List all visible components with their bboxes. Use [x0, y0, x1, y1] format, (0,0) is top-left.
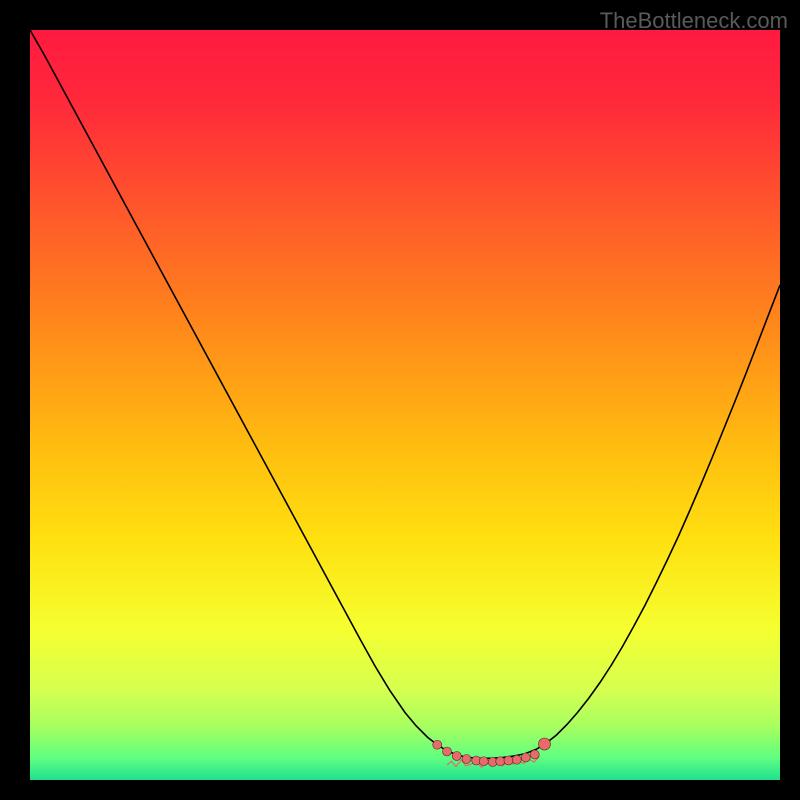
bottom-marker: [521, 753, 530, 762]
chart-plot-area: [30, 30, 780, 780]
bottom-marker: [530, 750, 539, 759]
bottom-marker: [479, 757, 488, 766]
bottom-marker: [496, 757, 505, 766]
bottom-marker: [433, 740, 442, 749]
bottom-marker: [452, 752, 461, 761]
bottleneck-chart: [30, 30, 780, 780]
watermark-text: TheBottleneck.com: [600, 8, 788, 34]
chart-background: [30, 30, 780, 780]
bottom-marker: [504, 756, 513, 765]
bottom-marker: [539, 738, 551, 750]
bottom-marker: [462, 755, 471, 764]
bottom-marker: [512, 755, 521, 764]
bottom-marker: [443, 747, 452, 756]
